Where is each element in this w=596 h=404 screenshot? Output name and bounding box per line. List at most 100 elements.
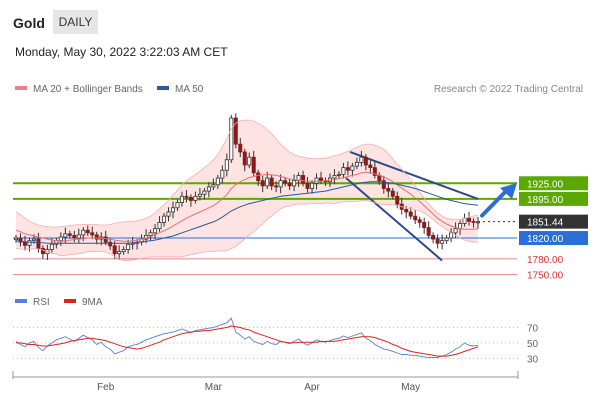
candle-body (413, 215, 418, 221)
level-label-text: 1851.44 (527, 218, 564, 229)
level-label-text: 1820.00 (527, 234, 564, 245)
candle (381, 175, 386, 194)
legend-swatch (15, 299, 27, 304)
candle-body (368, 164, 373, 169)
candle (193, 191, 198, 204)
candle (108, 239, 113, 251)
candle (206, 182, 211, 198)
candle-body (63, 233, 68, 238)
candle-body (211, 184, 216, 188)
candle-body (126, 243, 131, 250)
candle (126, 239, 131, 254)
legend-swatch (15, 86, 27, 91)
candle (112, 241, 117, 259)
candle (417, 216, 422, 228)
chart-header: Gold DAILY (0, 0, 596, 36)
candle-body (278, 180, 283, 188)
candle-body (90, 232, 95, 236)
candle (40, 245, 45, 259)
candle (121, 246, 126, 255)
candle-body (372, 167, 377, 176)
candle (260, 175, 265, 193)
rsi-tick-label: 50 (527, 339, 539, 350)
candle-body (242, 151, 247, 166)
x-tick-label: May (401, 382, 420, 393)
candle (444, 234, 449, 244)
candle-body (422, 221, 427, 229)
level-label-resistance: 1925.00 (519, 176, 588, 191)
candle-body (193, 195, 198, 201)
candle (13, 234, 18, 243)
candle (475, 217, 480, 229)
candle-body (112, 245, 117, 255)
instrument-symbol: Gold (13, 15, 45, 31)
candle-body (256, 172, 261, 182)
candle-body (40, 248, 45, 255)
legend-label: MA 50 (175, 84, 204, 95)
candle (90, 226, 95, 240)
candle-body (431, 235, 436, 240)
candle-body (265, 177, 270, 187)
candle-body (404, 208, 409, 213)
candle-body (301, 175, 306, 184)
candle-body (462, 217, 467, 224)
candle-body (166, 211, 171, 217)
candle-body (85, 229, 90, 234)
candle (292, 174, 297, 192)
ma20-line (15, 171, 479, 242)
candle-body (27, 240, 32, 246)
candle (179, 191, 184, 207)
candle (440, 234, 445, 250)
candle (130, 237, 135, 250)
level-label-support: 1780.00 (527, 255, 564, 266)
candle-body (458, 223, 463, 230)
bollinger-bands (16, 120, 478, 261)
candle (224, 153, 229, 177)
candle (408, 207, 413, 220)
candle-body (426, 227, 431, 236)
candle-body (471, 220, 476, 223)
candle-body (435, 238, 440, 244)
candle-body (359, 156, 364, 163)
candle (287, 178, 292, 191)
candle-body (18, 237, 23, 243)
candle (166, 207, 171, 222)
level-label-text: 1750.00 (527, 271, 564, 282)
level-label-last: 1851.44 (519, 214, 588, 229)
candle-body (260, 180, 265, 187)
candle-body (117, 251, 122, 255)
candle-body (381, 180, 386, 189)
candle (67, 230, 72, 239)
candle-body (215, 177, 220, 186)
candle-body (36, 238, 41, 249)
candle-body (94, 234, 99, 240)
candle-body (13, 237, 18, 241)
candle-body (162, 215, 167, 223)
legend-9ma: 9MA (64, 297, 103, 308)
rsi-tick-label: 30 (527, 354, 539, 365)
timeframe-badge[interactable]: DAILY (53, 10, 98, 34)
level-label-box (519, 214, 588, 229)
candle-body (274, 185, 279, 188)
candle-body (81, 229, 86, 236)
candle (310, 180, 315, 194)
candle-body (269, 177, 274, 187)
candle-body (157, 221, 162, 230)
candle (386, 182, 391, 198)
candle (350, 162, 355, 177)
x-tick-label: Mar (205, 382, 223, 393)
candle-body (390, 190, 395, 197)
x-tick-label: Feb (97, 382, 115, 393)
candle (242, 148, 247, 172)
candle-body (453, 228, 458, 234)
candle-body (220, 169, 225, 179)
candle-body (188, 196, 193, 201)
candle-body (197, 193, 202, 197)
candle (170, 201, 175, 219)
candle-body (224, 159, 229, 171)
level-label-resistance: 1895.00 (519, 191, 588, 206)
candle-body (76, 234, 81, 239)
moving-averages (15, 119, 479, 262)
candle (390, 187, 395, 200)
